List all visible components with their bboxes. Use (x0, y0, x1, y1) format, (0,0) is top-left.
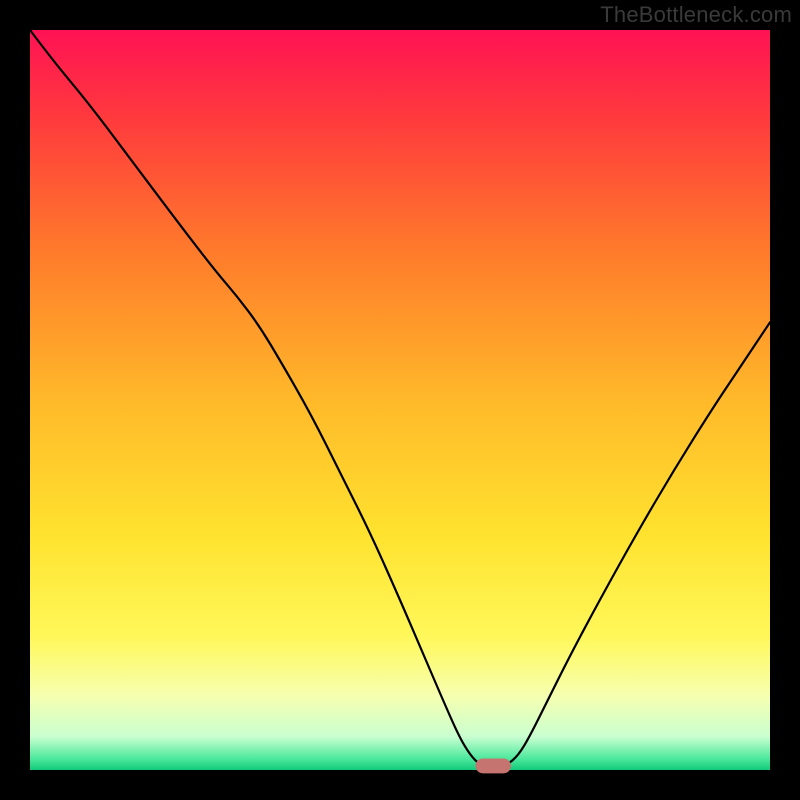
bottleneck-chart (0, 0, 800, 800)
plot-background (30, 30, 770, 770)
chart-container: TheBottleneck.com (0, 0, 800, 800)
watermark-text: TheBottleneck.com (600, 2, 792, 28)
optimal-marker (475, 759, 511, 774)
